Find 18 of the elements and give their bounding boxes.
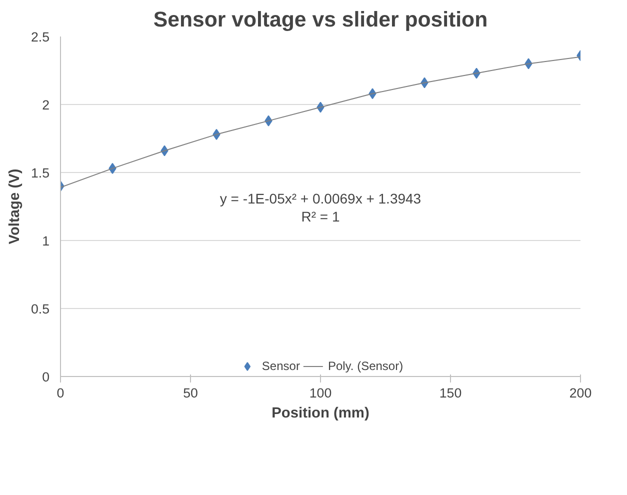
x-tick-label: 200 — [569, 386, 592, 400]
legend-label: Sensor — [262, 359, 300, 373]
x-tick-label: 100 — [309, 386, 332, 400]
legend-label: Poly. (Sensor) — [328, 359, 404, 373]
x-tick-label: 50 — [183, 386, 198, 400]
y-axis-title: Voltage (V) — [6, 168, 23, 244]
y-tick-label: 2.5 — [30, 30, 50, 44]
y-tick-label: 2 — [42, 98, 50, 112]
annotation: R² = 1 — [301, 208, 340, 224]
y-tick-label: 0 — [42, 370, 50, 384]
x-tick-label: 150 — [439, 386, 462, 400]
annotation: y = -1E-05x² + 0.0069x + 1.3943 — [220, 190, 422, 206]
y-tick-label: 1 — [42, 234, 50, 248]
y-tick-label: 0.5 — [30, 302, 50, 316]
chart-title: Sensor voltage vs slider position — [153, 8, 488, 32]
x-axis-title: Position (mm) — [272, 406, 370, 422]
y-tick-label: 1.5 — [30, 166, 50, 180]
x-tick-label: 0 — [56, 386, 64, 400]
